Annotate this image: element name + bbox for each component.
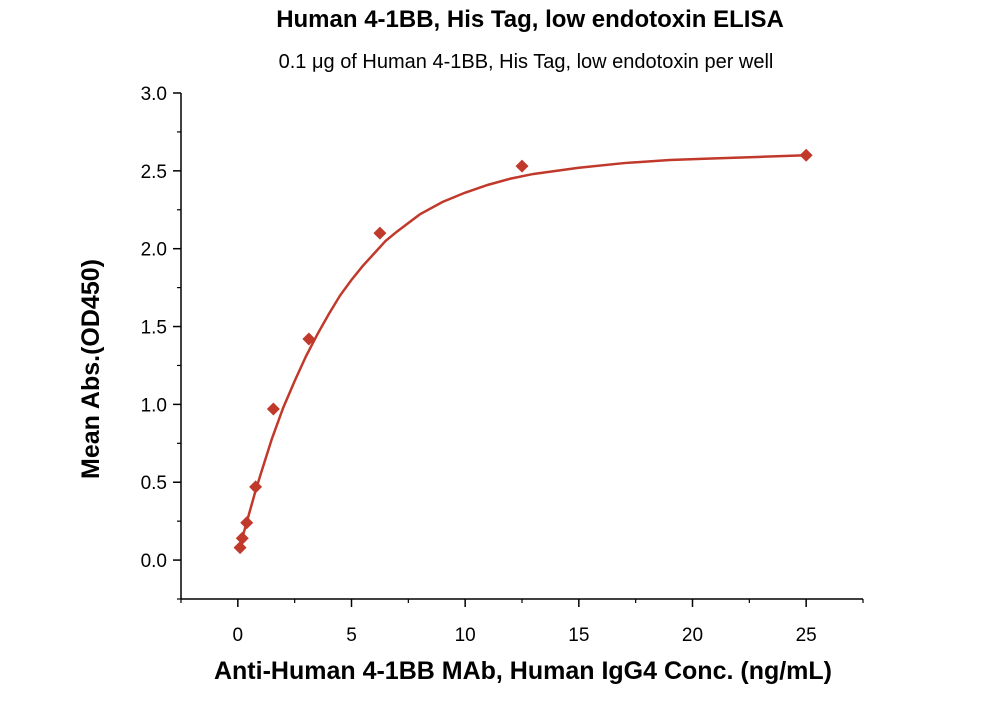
- x-tick-label: 10: [455, 625, 476, 646]
- data-point: [302, 332, 316, 346]
- x-tick-label: 25: [796, 625, 817, 646]
- data-point: [249, 480, 263, 494]
- y-axis-ticks: 0.0 0.5 1.0 1.5 2.0 2.5 3.0: [141, 84, 181, 600]
- chart-title: Human 4-1BB, His Tag, low endotoxin ELIS…: [276, 6, 784, 33]
- data-points: [233, 148, 813, 555]
- x-tick-label: 20: [682, 625, 703, 646]
- x-tick-label: 5: [346, 625, 357, 646]
- y-tick-label: 1.5: [141, 318, 167, 339]
- y-tick-label: 3.0: [141, 84, 167, 105]
- x-axis-title: Anti-Human 4-1BB MAb, Human IgG4 Conc. (…: [214, 657, 832, 685]
- data-point: [233, 541, 247, 555]
- fit-curve-line: [237, 154, 807, 552]
- data-point: [235, 531, 249, 545]
- data-point: [515, 159, 529, 173]
- data-point: [266, 402, 280, 416]
- x-tick-label: 0: [233, 625, 244, 646]
- chart-subtitle: 0.1 μg of Human 4-1BB, His Tag, low endo…: [279, 51, 774, 73]
- x-tick-label: 15: [568, 625, 589, 646]
- y-tick-label: 2.0: [141, 240, 167, 261]
- y-tick-label: 2.5: [141, 162, 167, 183]
- data-point: [240, 516, 254, 530]
- data-point: [799, 148, 813, 162]
- data-point: [373, 226, 387, 240]
- x-axis-ticks: 0 5 10 15 20 25: [180, 599, 864, 646]
- y-axis-title: Mean Abs.(OD450): [77, 259, 105, 479]
- y-tick-label: 0.0: [141, 551, 167, 572]
- y-tick-label: 1.0: [141, 395, 167, 416]
- y-tick-label: 0.5: [141, 473, 167, 494]
